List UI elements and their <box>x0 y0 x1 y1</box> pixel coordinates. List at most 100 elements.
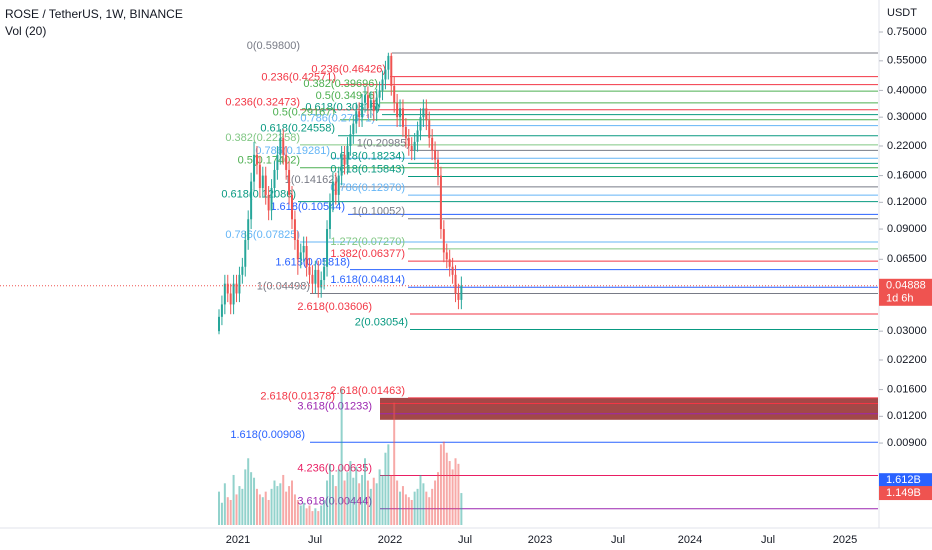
price-tick-label: 0.75000 <box>887 26 927 38</box>
volume-bar <box>255 488 258 525</box>
volume-bar <box>328 463 331 525</box>
candle-body <box>390 55 393 86</box>
volume-bar <box>413 491 416 525</box>
volume-bar <box>422 483 425 525</box>
volume-bar <box>220 502 223 525</box>
symbol-title[interactable]: ROSE / TetherUS, 1W, BINANCE <box>5 7 183 21</box>
candle-body <box>366 95 369 109</box>
volume-bar <box>250 472 253 525</box>
candle-body <box>369 100 372 109</box>
fib-label: 4.236(0.00635) <box>297 462 372 474</box>
candle-body <box>404 126 407 138</box>
price-tick-label: 0.02200 <box>887 354 927 366</box>
candle-body <box>288 169 291 195</box>
indicator-title[interactable]: Vol (20) <box>5 24 46 38</box>
volume-bar <box>326 480 329 525</box>
volume-bar <box>425 491 428 525</box>
volume-bar <box>323 499 326 525</box>
fib-label: 0.5(0.17402) <box>238 155 300 167</box>
candle-body <box>220 304 223 317</box>
volume-bar <box>404 494 407 525</box>
fib-label: 0.786(0.07825) <box>225 229 300 241</box>
volume-bar <box>299 505 302 525</box>
fib-label: 0.618(0.12086) <box>221 189 296 201</box>
volume-bar <box>457 463 460 525</box>
candle-body <box>299 252 302 260</box>
fib-label: 1(0.20985) <box>357 137 410 149</box>
candle-body <box>250 181 253 220</box>
time-tick-label: Jul <box>308 534 322 546</box>
candle-body <box>393 85 396 103</box>
candle-body <box>273 169 276 188</box>
volume-bar <box>355 466 358 525</box>
candle-body <box>460 285 463 300</box>
volume-bar <box>244 469 247 525</box>
volume-bar <box>419 474 422 525</box>
candle-body <box>279 137 282 155</box>
volume-bar <box>431 488 434 525</box>
volume-bar <box>349 461 352 525</box>
candle-body <box>361 102 364 118</box>
volume-bar <box>375 483 378 525</box>
price-tick-label: 0.00900 <box>887 437 927 449</box>
volume-bar <box>358 483 361 525</box>
candle-body <box>264 175 267 195</box>
volume-bar <box>387 444 390 525</box>
candle-body <box>410 145 413 151</box>
time-tick-label: Jul <box>761 534 775 546</box>
volume-bar <box>293 494 296 525</box>
candle-body <box>323 266 326 281</box>
volume-bar <box>454 458 457 525</box>
candle-body <box>317 269 320 288</box>
price-tick-label: 0.01200 <box>887 410 927 422</box>
fib-label: 3.618(0.01233) <box>297 401 372 413</box>
candle-body <box>270 187 273 211</box>
fib-layer: 0(0.59800)0.236(0.46426)0.236(0.42571)0.… <box>221 40 878 510</box>
candle-body <box>261 175 264 188</box>
candle-body <box>226 283 229 294</box>
fib-label: 2.618(0.03606) <box>297 301 372 313</box>
volume-ma-badge <box>879 473 932 488</box>
volume-bar <box>232 474 235 525</box>
candle-body <box>457 293 460 300</box>
candle-body <box>422 108 425 118</box>
time-tick-label: 2023 <box>528 534 552 546</box>
price-tick-label: 0.01600 <box>887 383 927 395</box>
volume-bar <box>340 388 343 525</box>
candle-body <box>311 274 314 284</box>
volume-bar <box>364 458 366 525</box>
volume-bar <box>401 486 404 525</box>
time-tick-label: 2021 <box>226 534 250 546</box>
volume-bar <box>235 494 238 525</box>
candle-body <box>314 269 317 284</box>
volume-bar <box>378 469 381 525</box>
candle-body <box>247 219 250 241</box>
fib-label: 0.382(0.39696) <box>303 78 378 90</box>
time-tick-label: Jul <box>458 534 472 546</box>
candle-body <box>448 259 451 267</box>
fib-label: 1.618(0.10544) <box>270 201 345 213</box>
candle-body <box>437 159 439 176</box>
time-tick-label: Jul <box>611 534 625 546</box>
volume-bar <box>439 444 442 525</box>
candle-body <box>285 154 288 170</box>
volume-bar <box>437 472 439 525</box>
candle-body <box>396 102 399 118</box>
candle-body <box>372 100 375 112</box>
volume-bar <box>253 477 256 525</box>
volume-bar <box>273 480 276 525</box>
volume-bar <box>346 472 349 525</box>
candle-body <box>291 194 293 220</box>
fib-label: 0.786(0.19281) <box>255 145 330 157</box>
candle-body <box>320 280 323 288</box>
volume-bar <box>384 452 387 525</box>
volume-label: 1.149B <box>886 487 921 499</box>
volume-bar <box>434 480 437 525</box>
candle-body <box>308 266 311 275</box>
volume-bar <box>448 461 451 525</box>
fib-label: 0.382(0.22258) <box>225 132 300 144</box>
fib-label: 0.236(0.32473) <box>225 97 300 109</box>
volume-bar <box>279 483 282 525</box>
volume-bar <box>352 477 355 525</box>
candle-body <box>355 111 358 124</box>
